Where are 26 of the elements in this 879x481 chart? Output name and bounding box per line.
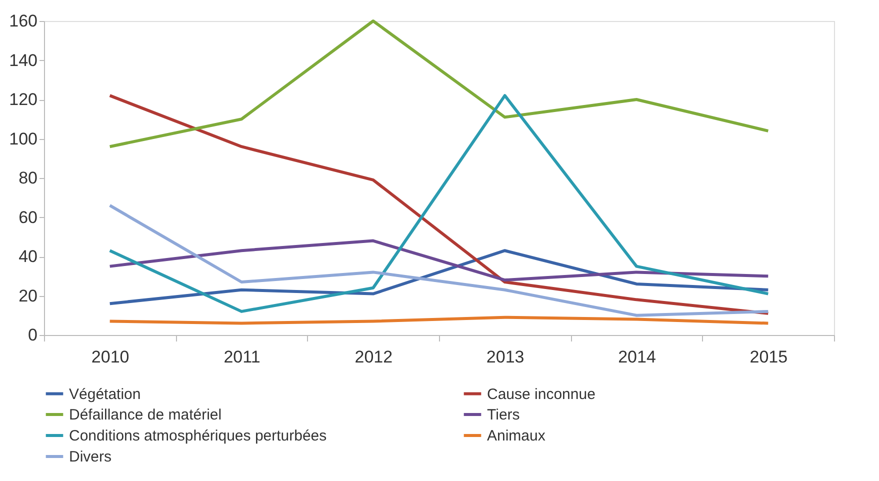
legend-label: Divers	[69, 448, 112, 466]
x-tick-label: 2012	[354, 348, 393, 366]
legend-label: Végétation	[69, 386, 141, 403]
legend-label: Tiers	[487, 406, 520, 424]
line-series	[108, 204, 770, 317]
y-tick-label: 40	[18, 247, 38, 266]
line-series	[108, 249, 770, 306]
y-tick-label: 60	[18, 208, 38, 227]
y-tick-label: 0	[28, 326, 38, 344]
y-tick-label: 100	[9, 129, 38, 148]
legend-label: Conditions atmosphériques perturbées	[69, 428, 327, 444]
y-tick-label: 140	[9, 50, 38, 70]
x-tick-label: 2013	[486, 348, 524, 366]
legend-label: Défaillance de matériel	[69, 406, 222, 424]
y-tick-label: 120	[9, 90, 38, 109]
x-tick-label: 2010	[91, 348, 130, 366]
y-tick-label: 160	[9, 12, 38, 30]
legend-label: Animaux	[487, 428, 546, 444]
x-tick-label: 2011	[224, 348, 260, 366]
y-tick-label: 80	[18, 168, 38, 188]
line-series	[108, 20, 770, 148]
x-tick-label: 2015	[750, 348, 788, 366]
legend-label: Cause inconnue	[487, 386, 596, 403]
y-tick-label: 20	[18, 286, 38, 306]
line-series	[108, 239, 770, 282]
x-tick-label: 2014	[618, 348, 656, 366]
